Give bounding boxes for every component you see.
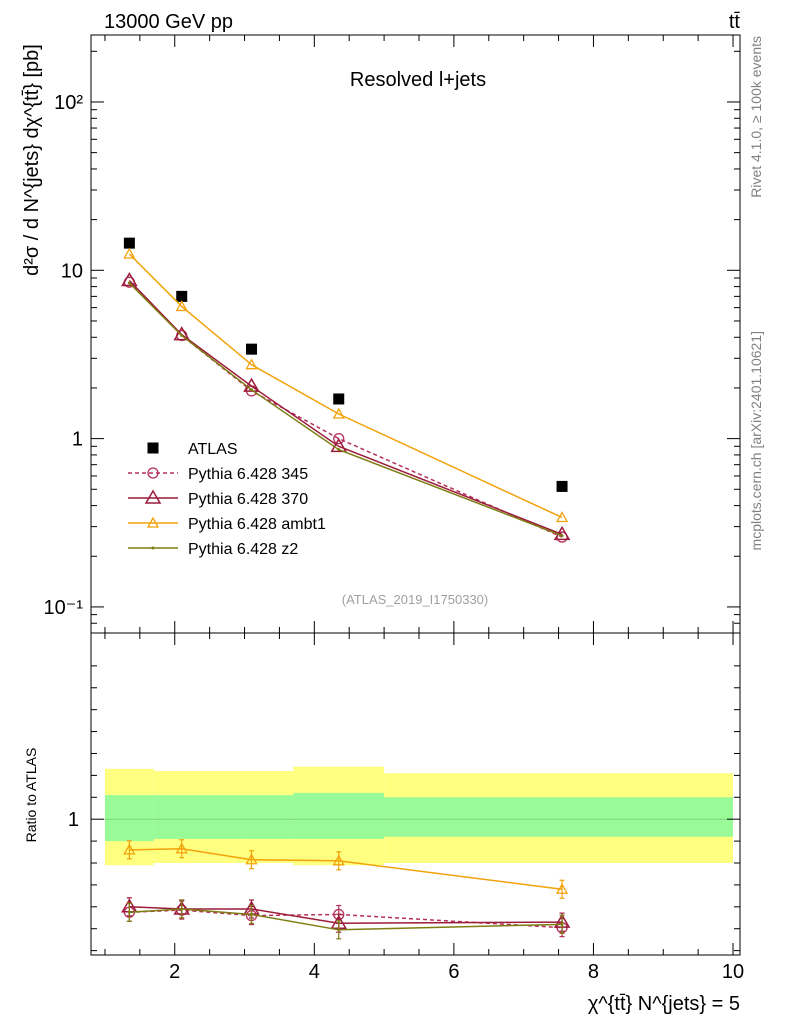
main-series-group [121,237,571,543]
ratio-point-2 [123,843,136,855]
ratio-point-2 [555,882,569,894]
ratio-line-0 [129,909,563,929]
ratio-y-axis-label: Ratio to ATLAS [23,748,39,843]
data-point-4 [127,281,131,285]
ratio-line-3 [129,908,563,931]
ratio-point-3 [560,922,564,926]
y-tick-label: 10² [54,92,83,114]
ratio-axis-ticks: 2 4 6 8 10 1 [68,633,744,983]
x-axis-label: χ^{tt̄} N^{jets} = 5 [588,993,740,1015]
ratio-series-group [121,839,571,940]
data-point-4 [180,333,184,337]
ratio-point-3 [250,912,254,916]
main-y-axis-label: d²σ / d N^{jets} dχ^{tt̄} [pb] [21,44,43,276]
legend-marker [147,467,159,479]
data-point-0 [333,393,345,405]
analysis-watermark: (ATLAS_2019_I1750330) [342,592,488,607]
band-stat-segment [384,797,734,837]
data-point-0 [123,237,135,249]
legend-label: Pythia 6.428 345 [188,466,308,483]
legend-marker [151,546,155,550]
legend-marker [147,442,159,454]
legend-label: Pythia 6.428 z2 [188,541,298,558]
data-point-0 [176,290,188,302]
x-tick-label: 4 [309,961,320,983]
energy-label: 13000 GeV pp [104,11,233,33]
data-point-4 [337,448,341,452]
ratio-point-3 [337,928,341,932]
ratio-plot-frame [90,632,741,956]
data-point-0 [246,343,258,355]
x-tick-label: 10 [722,961,744,983]
legend: ATLAS Pythia 6.428 345 Pythia 6.428 370 Pyt… [128,441,326,558]
legend-label: ATLAS [188,441,238,458]
x-tick-label: 8 [588,961,599,983]
data-point-4 [250,388,254,392]
data-point-3 [245,358,258,370]
data-point-2 [553,525,571,541]
data-point-2 [121,271,138,287]
data-point-4 [560,534,564,538]
main-axis-ticks: 10⁻¹ 1 10 10² [44,35,740,634]
data-point-3 [332,407,345,419]
legend-label: Pythia 6.428 ambt1 [188,516,326,533]
data-point-3 [175,300,188,312]
rivet-version-label: Rivet 4.1.0, ≥ 100k events [748,36,764,198]
ratio-y-tick-label: 1 [68,809,79,831]
series-line-3 [128,253,563,519]
ratio-point-2 [332,854,345,866]
ratio-point-2 [175,842,188,854]
x-tick-label: 2 [169,961,180,983]
band-stat-segment [153,795,245,839]
legend-label: Pythia 6.428 370 [188,491,308,508]
y-tick-label: 10 [61,260,83,282]
data-point-0 [556,480,568,492]
data-point-3 [555,511,569,523]
legend-marker [146,516,160,528]
band-stat-segment [244,795,294,839]
ratio-point-3 [180,907,184,911]
data-point-1 [333,432,345,445]
x-tick-label: 6 [448,961,459,983]
series-line-2 [128,279,563,536]
ratio-point-2 [245,853,258,865]
band-stat-segment [104,795,154,842]
band-stat-segment [293,792,385,839]
plot-title: Resolved l+jets [350,69,486,91]
data-point-2 [173,326,191,341]
ratio-uncertainty-bands [91,766,740,866]
y-tick-label: 1 [72,429,83,451]
y-tick-label: 10⁻¹ [44,597,84,619]
legend-marker [144,489,162,504]
ratio-point-3 [127,910,131,914]
data-point-3 [123,247,136,259]
process-label: tt̄ [729,11,741,33]
data-point-2 [330,437,348,453]
source-label: mcplots.cern.ch [arXiv:2401.10621] [748,331,764,550]
